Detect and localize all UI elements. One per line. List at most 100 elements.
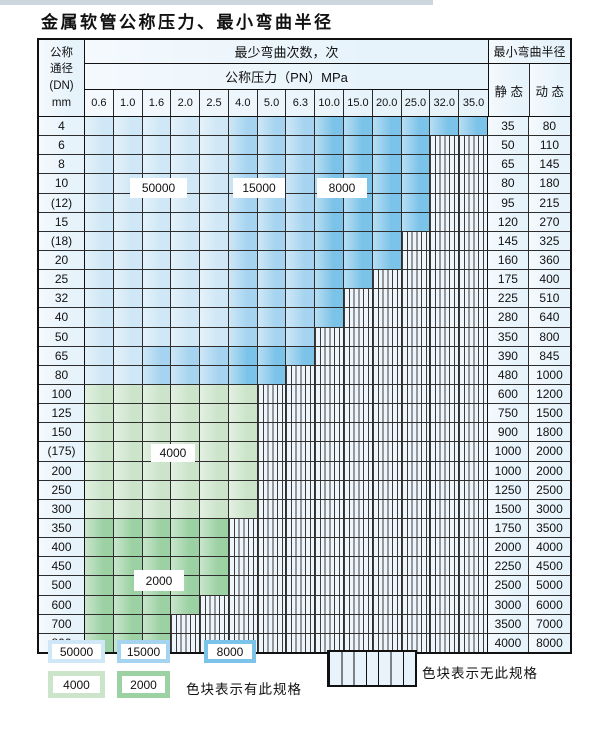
dynamic-radius-cell: 80 [528,117,570,136]
no-spec-cell [459,365,488,384]
dn-cell: 300 [39,499,85,518]
table-row: 50 350 800 [39,326,570,346]
no-spec-cell [228,595,258,614]
spec-cell-4000 [113,499,143,518]
spec-cell-15000 [286,155,316,174]
dynamic-radius-cell: 1000 [528,365,570,384]
no-spec-cell [344,461,373,480]
pressure-header-cell: 6.3 [286,90,316,116]
no-spec-cell [430,518,460,538]
spec-cell-8000 [372,155,402,174]
spec-cell-15000 [286,136,316,155]
spec-cell-4000 [200,461,229,480]
spec-cell-15000 [171,346,201,365]
spec-cell-8000 [315,136,345,155]
spec-cell-15000 [228,117,258,136]
no-spec-cell [372,423,402,442]
spec-cell-50000 [200,250,229,270]
no-spec-cell [459,499,488,518]
spec-cell-50000 [142,308,172,327]
no-spec-cell [459,250,488,270]
spec-cell-50000 [200,193,229,212]
spec-cell-4000 [200,423,229,442]
no-spec-cell [459,231,488,250]
spec-cell-2000 [171,518,201,538]
spec-cell-4000 [142,499,172,518]
no-spec-cell [401,480,431,499]
no-spec-cell [228,576,258,595]
page-edge-strip [0,0,433,5]
spec-cell-50000 [85,193,114,212]
spec-cell-8000 [344,270,373,289]
no-spec-cell [372,308,402,327]
pressure-header-cell: 10.0 [315,90,345,116]
no-spec-cell [286,384,316,404]
no-spec-cell [372,576,402,595]
spec-cell-50000 [171,193,201,212]
spec-cell-4000 [200,499,229,518]
spec-cell-4000 [200,442,229,461]
static-radius-cell: 225 [487,289,529,308]
no-spec-cell [171,633,201,652]
spec-cell-15000 [286,231,316,250]
legend-swatch-8000: 8000 [204,640,256,663]
spec-cell-4000 [228,461,258,480]
no-spec-cell [286,633,316,652]
no-spec-cell [459,289,488,308]
no-spec-cell [372,327,402,346]
legend-swatch-50000: 50000 [48,640,105,663]
spec-cell-50000 [171,250,201,270]
no-spec-cell [459,384,488,404]
no-spec-cell [286,595,316,614]
bend-cycles-callout-50000: 50000 [130,178,187,198]
pressure-header-cell: 35.0 [462,97,485,109]
dn-cell: 15 [39,212,85,231]
no-spec-cell [430,212,460,231]
no-spec-cell [372,461,402,480]
spec-cell-50000 [171,270,201,289]
no-spec-cell [257,614,287,633]
no-spec-cell [372,499,402,518]
static-radius-cell: 3500 [487,614,529,633]
table-row: 4 35 80 [39,117,570,136]
no-spec-cell [430,289,460,308]
no-spec-cell [430,365,460,384]
dn-header-line: 通径 [50,63,73,76]
table-row: 8 65 145 [39,154,570,174]
spec-cell-15000 [257,308,287,327]
no-spec-cell [372,480,402,499]
pressure-values-row: 0.6 1.0 1.6 2.0 2.5 4.0 5.0 6.3 10.0 15.0 20.0 25.0… [85,90,488,116]
static-radius-cell: 2000 [487,538,529,557]
no-spec-cell [372,557,402,576]
dn-cell: 125 [39,404,85,423]
no-spec-cell [315,538,345,557]
no-spec-cell [315,499,345,518]
no-spec-cell [315,327,345,346]
no-spec-cell [401,461,431,480]
static-radius-cell: 160 [487,250,529,270]
no-spec-cell [344,384,373,404]
page-title: 金属软管公称压力、最小弯曲半径 [41,13,334,32]
bend-cycles-callout-4000: 4000 [151,444,195,462]
no-spec-cell [401,308,431,327]
no-spec-cell [372,384,402,404]
static-dynamic-row: 静 态 动 态 [489,64,570,116]
no-spec-cell [459,480,488,499]
spec-cell-8000 [344,136,373,155]
no-spec-cell [459,155,488,174]
spec-cell-2000 [85,538,114,557]
table-row: 450 2250 4500 [39,556,570,576]
no-spec-cell [315,633,345,652]
static-radius-cell: 1750 [487,518,529,538]
spec-cell-50000 [142,231,172,250]
dn-cell: (175) [39,442,85,461]
spec-cell-50000 [85,136,114,155]
static-radius-cell: 480 [487,365,529,384]
static-radius-cell: 80 [487,174,529,193]
no-spec-cell [344,480,373,499]
spec-cell-2000 [142,595,172,614]
bend-times-header: 最少弯曲次数，次 [85,40,488,64]
static-radius-cell: 50 [487,136,529,155]
no-spec-cell [401,518,431,538]
